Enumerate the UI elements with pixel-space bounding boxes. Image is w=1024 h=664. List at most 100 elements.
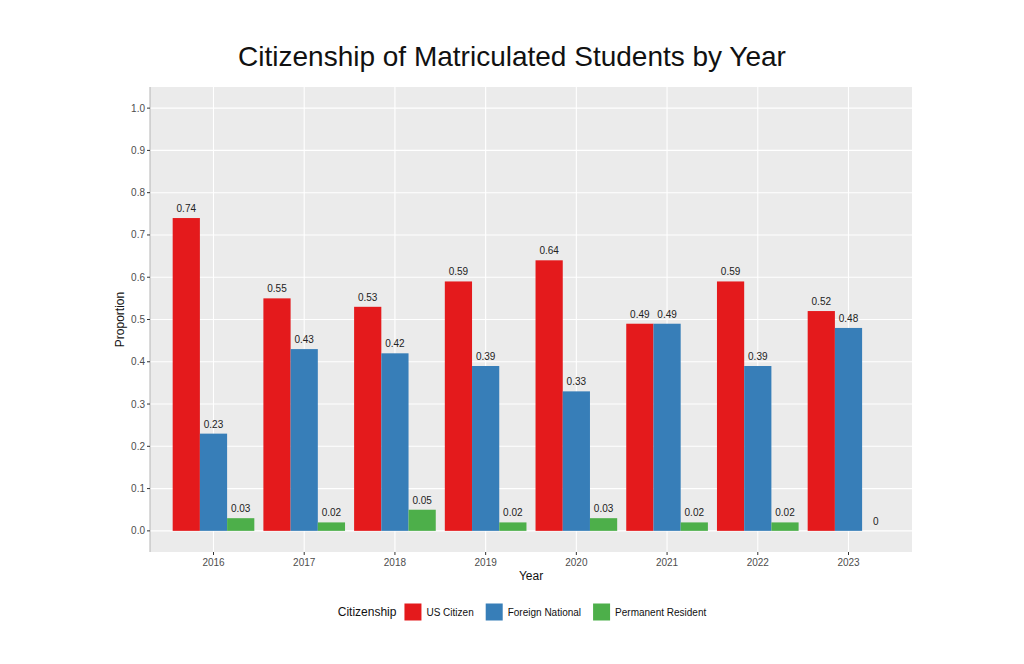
y-tick [147, 108, 150, 109]
bar [318, 522, 345, 530]
y-tick-label: 0.4 [131, 356, 145, 367]
bar [681, 522, 708, 530]
y-tick-label: 1.0 [131, 103, 145, 114]
y-tick-label: 0.9 [131, 145, 145, 156]
x-tick [757, 552, 758, 555]
x-tick-label: 2018 [384, 557, 407, 568]
grid [150, 87, 912, 552]
data-label: 0.49 [630, 309, 650, 320]
data-label: 0.59 [449, 266, 469, 277]
y-tick [147, 530, 150, 531]
y-grid-line [150, 150, 912, 151]
data-label: 0.48 [839, 313, 859, 324]
data-label: 0.03 [594, 503, 614, 514]
y-tick-label: 0.0 [131, 525, 145, 536]
bar [744, 366, 771, 531]
y-tick [147, 150, 150, 151]
x-tick [848, 552, 849, 555]
data-label: 0.52 [812, 296, 832, 307]
x-tick-label: 2020 [565, 557, 588, 568]
y-tick [147, 234, 150, 235]
data-label: 0.02 [503, 507, 523, 518]
data-labels: 0.740.550.530.590.640.490.590.520.230.43… [177, 203, 879, 527]
data-label: 0.59 [721, 266, 741, 277]
bar [771, 522, 798, 530]
data-label: 0.03 [231, 503, 251, 514]
x-tick-label: 2023 [837, 557, 860, 568]
x-tick-label: 2021 [656, 557, 679, 568]
data-label: 0.02 [322, 507, 342, 518]
x-tick [667, 552, 668, 555]
y-tick [147, 488, 150, 489]
legend-label: US Citizen [426, 607, 473, 618]
y-grid-line [150, 234, 912, 235]
legend-label: Foreign National [508, 607, 581, 618]
legend-key [593, 604, 610, 621]
y-tick [147, 446, 150, 447]
y-tick [147, 404, 150, 405]
bar [381, 353, 408, 531]
y-tick [147, 319, 150, 320]
title: Citizenship of Matriculated Students by … [238, 41, 786, 72]
y-tick-label: 0.2 [131, 441, 145, 452]
data-label: 0 [873, 516, 879, 527]
x-axis-title: Year [519, 569, 543, 583]
data-label: 0.74 [177, 203, 197, 214]
legend-title: Citizenship [338, 605, 397, 619]
bar [717, 281, 744, 530]
y-tick-label: 0.3 [131, 399, 145, 410]
data-label: 0.33 [567, 376, 587, 387]
x-tick [304, 552, 305, 555]
y-tick [147, 277, 150, 278]
bar [291, 349, 318, 531]
legend-label: Permanent Resident [615, 607, 706, 618]
data-label: 0.43 [294, 334, 314, 345]
bar [409, 510, 436, 531]
bar [499, 522, 526, 530]
bar [653, 324, 680, 531]
legend-key [404, 604, 421, 621]
x-tick [576, 552, 577, 555]
bar [536, 260, 563, 531]
data-label: 0.39 [476, 351, 496, 362]
legend-key [486, 604, 503, 621]
x-tick-label: 2019 [475, 557, 498, 568]
bar [173, 218, 200, 531]
y-tick-label: 0.6 [131, 272, 145, 283]
data-label: 0.53 [358, 292, 378, 303]
bar [354, 307, 381, 531]
background [0, 0, 1024, 664]
legend: Citizenship US Citizen Foreign National Per… [338, 604, 707, 621]
data-label: 0.42 [385, 338, 405, 349]
data-label: 0.49 [657, 309, 677, 320]
bar [227, 518, 254, 531]
bar [835, 328, 862, 531]
bar [626, 324, 653, 531]
y-tick [147, 361, 150, 362]
bar [472, 366, 499, 531]
x-tick-label: 2016 [202, 557, 225, 568]
x-tick [394, 552, 395, 555]
y-grid-line [150, 108, 912, 109]
bar [263, 298, 290, 531]
y-grid-line [150, 277, 912, 278]
x-tick-label: 2022 [747, 557, 770, 568]
data-label: 0.02 [685, 507, 705, 518]
y-tick-label: 0.7 [131, 229, 145, 240]
bars [173, 218, 862, 531]
y-tick-label: 0.1 [131, 483, 145, 494]
y-grid-line [150, 192, 912, 193]
bar [590, 518, 617, 531]
y-tick-label: 0.8 [131, 187, 145, 198]
data-label: 0.64 [539, 245, 559, 256]
plot-panel [150, 87, 912, 552]
bar [563, 391, 590, 531]
y-tick-label: 0.5 [131, 314, 145, 325]
data-label: 0.05 [412, 495, 432, 506]
y-tick [147, 192, 150, 193]
x-tick-label: 2017 [293, 557, 316, 568]
data-label: 0.55 [267, 283, 287, 294]
data-label: 0.02 [775, 507, 795, 518]
x-tick [213, 552, 214, 555]
data-label: 0.39 [748, 351, 768, 362]
